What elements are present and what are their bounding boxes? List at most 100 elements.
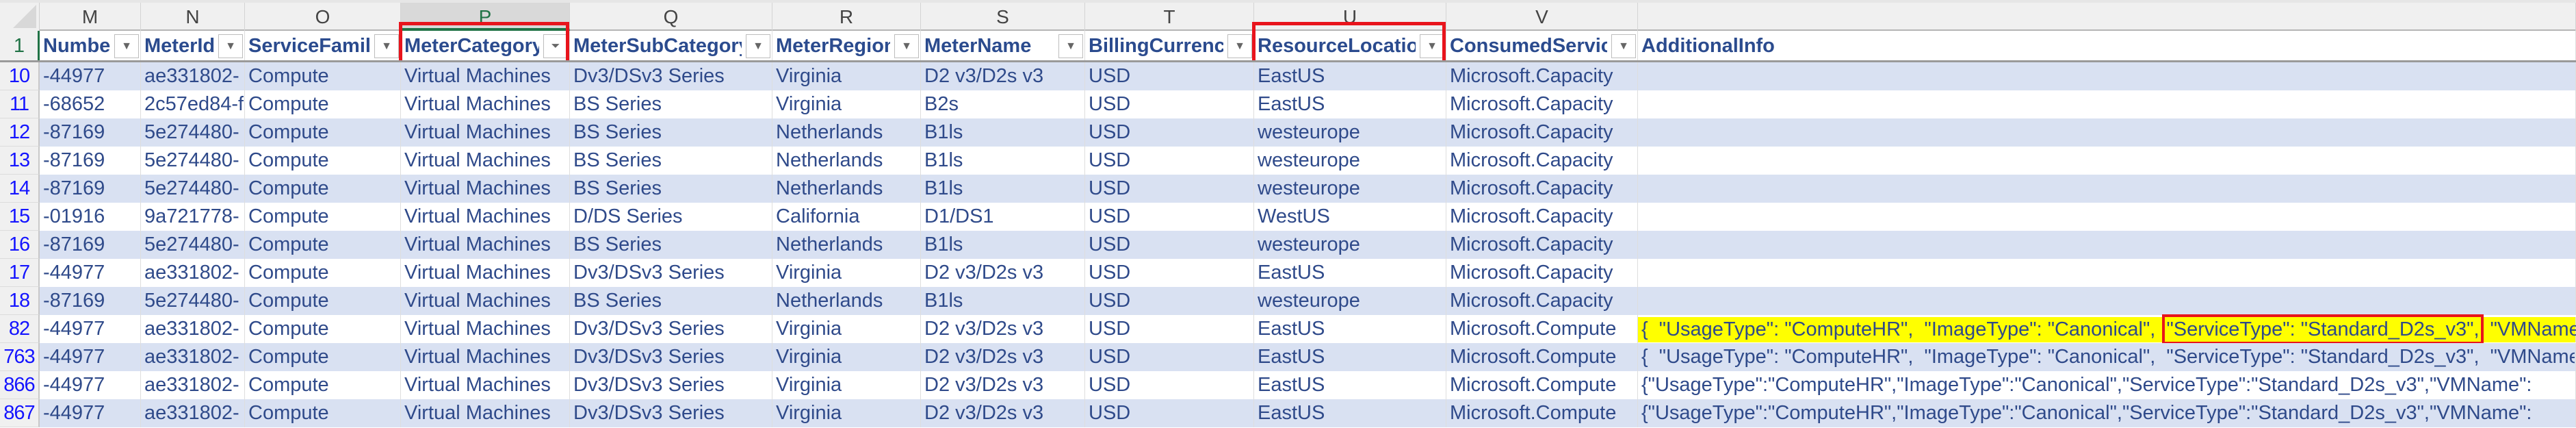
table-cell[interactable]: 2c57ed84-f — [141, 90, 245, 118]
select-all-button[interactable] — [0, 3, 40, 31]
table-cell[interactable]: 5e274480- — [141, 231, 245, 259]
table-cell[interactable]: D2 v3/D2s v3 — [921, 315, 1085, 343]
table-cell[interactable]: ae331802- — [141, 343, 245, 371]
table-cell[interactable]: Dv3/DSv3 Series — [570, 399, 772, 427]
table-cell[interactable]: { "UsageType": "ComputeHR", "ImageType":… — [1638, 314, 2576, 344]
table-cell[interactable]: -87169 — [40, 175, 141, 203]
table-cell[interactable]: Virtual Machines — [401, 147, 570, 175]
filter-dropdown-button[interactable]: ▼ — [1227, 34, 1252, 58]
table-cell[interactable]: {"UsageType":"ComputeHR","ImageType":"Ca… — [1638, 371, 2576, 399]
table-cell[interactable]: 5e274480- — [141, 175, 245, 203]
column-header-s[interactable]: S — [921, 3, 1085, 31]
table-cell[interactable]: Compute — [245, 287, 401, 315]
table-cell[interactable]: Virtual Machines — [401, 118, 570, 147]
column-header-r[interactable]: R — [772, 3, 921, 31]
table-cell[interactable]: Microsoft.Compute — [1446, 399, 1638, 427]
table-cell[interactable]: {"UsageType":"ComputeHR","ImageType":"Ca… — [1638, 399, 2576, 427]
filter-dropdown-button[interactable]: ▼ — [374, 34, 399, 58]
table-cell[interactable]: EastUS — [1254, 90, 1446, 118]
header-cell-meterregion[interactable]: MeterRegion ▼ — [772, 31, 921, 61]
table-cell[interactable]: 9a721778- — [141, 203, 245, 231]
table-cell[interactable]: BS Series — [570, 90, 772, 118]
table-cell[interactable]: BS Series — [570, 118, 772, 147]
table-cell[interactable]: USD — [1085, 118, 1254, 147]
table-cell[interactable]: USD — [1085, 343, 1254, 371]
table-cell[interactable]: Virtual Machines — [401, 371, 570, 399]
table-cell[interactable]: Microsoft.Capacity — [1446, 62, 1638, 90]
header-cell-consumedservice[interactable]: ConsumedService ▼ — [1446, 31, 1638, 61]
table-cell[interactable]: Microsoft.Capacity — [1446, 147, 1638, 175]
table-cell[interactable]: Microsoft.Capacity — [1446, 90, 1638, 118]
table-cell[interactable]: B1ls — [921, 231, 1085, 259]
table-cell[interactable]: Virtual Machines — [401, 90, 570, 118]
table-cell[interactable]: USD — [1085, 315, 1254, 343]
table-cell[interactable]: Compute — [245, 62, 401, 90]
column-header-v[interactable]: V — [1446, 3, 1638, 31]
table-cell[interactable]: USD — [1085, 231, 1254, 259]
table-cell[interactable]: Virtual Machines — [401, 315, 570, 343]
header-cell-number[interactable]: Number▼ — [40, 31, 141, 61]
table-cell[interactable]: Netherlands — [772, 231, 921, 259]
row-header-18[interactable]: 18 — [0, 287, 40, 315]
filter-dropdown-button[interactable]: ▼ — [1420, 34, 1444, 58]
table-cell[interactable]: Netherlands — [772, 287, 921, 315]
table-cell[interactable]: BS Series — [570, 147, 772, 175]
filter-dropdown-button[interactable]: ▼ — [114, 34, 139, 58]
table-cell[interactable]: BS Series — [570, 231, 772, 259]
header-cell-meterid[interactable]: MeterId ▼ — [141, 31, 245, 61]
table-cell[interactable]: USD — [1085, 147, 1254, 175]
table-cell[interactable]: Dv3/DSv3 Series — [570, 371, 772, 399]
table-cell[interactable] — [1638, 147, 2576, 175]
table-cell[interactable]: EastUS — [1254, 371, 1446, 399]
row-header-14[interactable]: 14 — [0, 175, 40, 203]
table-cell[interactable]: BS Series — [570, 287, 772, 315]
table-cell[interactable]: Compute — [245, 231, 401, 259]
table-cell[interactable]: D/DS Series — [570, 203, 772, 231]
column-header-p[interactable]: P — [401, 3, 570, 31]
table-cell[interactable]: EastUS — [1254, 62, 1446, 90]
table-cell[interactable]: USD — [1085, 90, 1254, 118]
table-cell[interactable]: Microsoft.Capacity — [1446, 287, 1638, 315]
table-cell[interactable]: Compute — [245, 175, 401, 203]
header-cell-metername[interactable]: MeterName ▼ — [921, 31, 1085, 61]
row-header-17[interactable]: 17 — [0, 259, 40, 287]
header-cell-metercategory[interactable]: MeterCategory ⏷ — [401, 31, 570, 61]
column-header-w[interactable] — [1638, 3, 2576, 31]
table-cell[interactable]: -68652 — [40, 90, 141, 118]
table-cell[interactable]: WestUS — [1254, 203, 1446, 231]
table-cell[interactable]: Virginia — [772, 62, 921, 90]
table-cell[interactable]: Compute — [245, 90, 401, 118]
table-cell[interactable]: D2 v3/D2s v3 — [921, 62, 1085, 90]
table-cell[interactable] — [1638, 231, 2576, 259]
table-cell[interactable]: Virginia — [772, 343, 921, 371]
table-cell[interactable]: EastUS — [1254, 399, 1446, 427]
table-cell[interactable]: 5e274480- — [141, 118, 245, 147]
table-cell[interactable]: westeurope — [1254, 118, 1446, 147]
table-cell[interactable]: D2 v3/D2s v3 — [921, 399, 1085, 427]
table-cell[interactable]: -44977 — [40, 399, 141, 427]
column-header-n[interactable]: N — [141, 3, 245, 31]
table-cell[interactable]: Virginia — [772, 259, 921, 287]
header-cell-billingcurrency[interactable]: BillingCurrency ▼ — [1085, 31, 1254, 61]
table-cell[interactable]: Microsoft.Compute — [1446, 371, 1638, 399]
column-header-u[interactable]: U — [1254, 3, 1446, 31]
table-cell[interactable]: Microsoft.Compute — [1446, 315, 1638, 343]
table-cell[interactable]: 5e274480- — [141, 147, 245, 175]
table-cell[interactable]: Netherlands — [772, 118, 921, 147]
table-cell[interactable]: Microsoft.Capacity — [1446, 231, 1638, 259]
table-cell[interactable]: Compute — [245, 399, 401, 427]
row-header-867[interactable]: 867 — [0, 399, 40, 427]
table-cell[interactable]: westeurope — [1254, 231, 1446, 259]
table-cell[interactable]: westeurope — [1254, 175, 1446, 203]
table-cell[interactable] — [1638, 175, 2576, 203]
table-cell[interactable]: Netherlands — [772, 175, 921, 203]
column-header-q[interactable]: Q — [570, 3, 772, 31]
row-header-15[interactable]: 15 — [0, 203, 40, 231]
table-cell[interactable]: Compute — [245, 343, 401, 371]
row-header-82[interactable]: 82 — [0, 315, 40, 343]
table-cell[interactable]: -87169 — [40, 287, 141, 315]
table-cell[interactable]: westeurope — [1254, 147, 1446, 175]
row-header-763[interactable]: 763 — [0, 343, 40, 371]
table-cell[interactable]: California — [772, 203, 921, 231]
table-cell[interactable]: Virtual Machines — [401, 203, 570, 231]
